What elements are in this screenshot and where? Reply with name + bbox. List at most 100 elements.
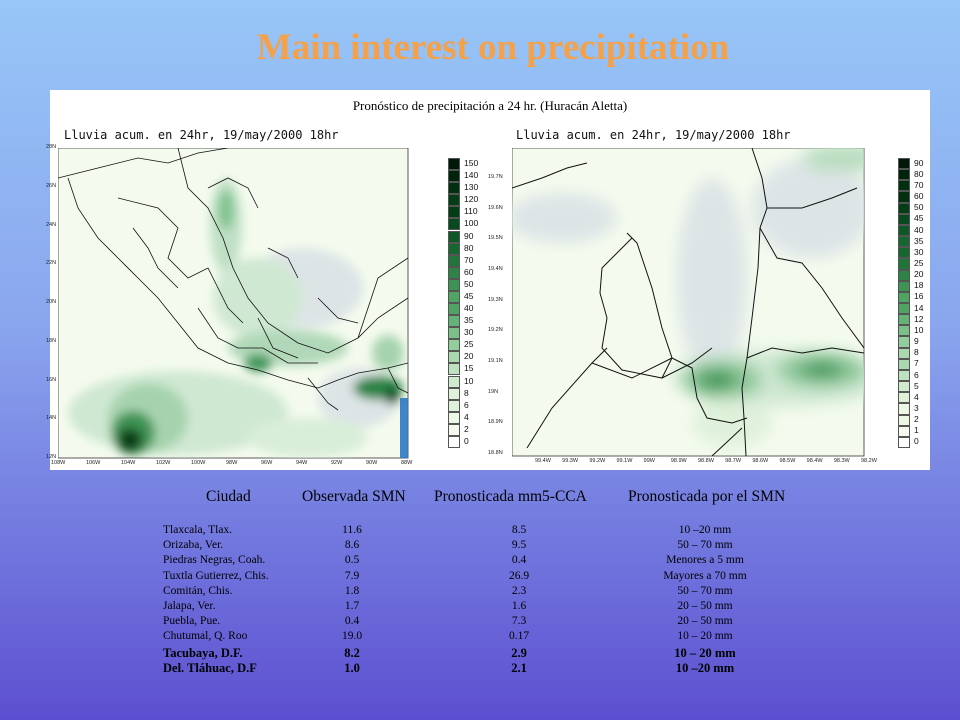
colorbar-segment (448, 387, 460, 400)
table-cell-observed: 0.5 (344, 554, 360, 567)
colorbar-label: 20 (914, 269, 924, 280)
right-colorbar (898, 158, 910, 448)
colorbar-segment (448, 399, 460, 412)
colorbar-segment (448, 339, 460, 352)
table-cell-mm5: 9.5 (511, 539, 527, 552)
table-cell-mm5: 0.4 (511, 554, 527, 567)
colorbar-label: 90 (914, 157, 924, 168)
table-cell-city: Chutumal, Q. Roo (163, 630, 248, 643)
colorbar-label: 0 (914, 436, 919, 447)
table-cell-observed: 0.4 (344, 615, 360, 628)
table-cell-smn: Menores a 5 mm (666, 554, 744, 567)
colorbar-label: 16 (914, 291, 924, 302)
colorbar-segment (898, 236, 910, 248)
colorbar-segment (448, 230, 460, 243)
colorbar-label: 6 (914, 369, 919, 380)
lat-tick-label: 18N (46, 337, 57, 344)
colorbar-segment (448, 351, 460, 364)
lat-tick-label: 18.8N (488, 450, 503, 456)
lat-tick-label: 22N (46, 260, 57, 267)
colorbar-label: 120 (464, 194, 479, 205)
lon-tick-label: 99W (643, 458, 655, 464)
lat-tick-label: 24N (46, 221, 57, 228)
lat-tick-label: 26N (46, 182, 57, 189)
colorbar-segment (898, 314, 910, 326)
table-cell-smn: 10 –20 mm (675, 660, 735, 675)
colorbar-segment (448, 206, 460, 219)
colorbar-label: 70 (914, 179, 924, 190)
colorbar-label: 25 (914, 257, 924, 268)
table-cell-smn: 50 – 70 mm (677, 584, 733, 597)
colorbar-label: 40 (914, 224, 924, 235)
colorbar-label: 35 (464, 315, 474, 326)
table-cell-observed: 11.6 (342, 524, 362, 536)
lon-tick-label: 98.8W (698, 458, 714, 464)
lon-tick-label: 92W (331, 460, 343, 466)
colorbar-segment (898, 180, 910, 192)
colorbar-segment (898, 358, 910, 370)
colorbar-label: 8 (464, 387, 469, 398)
table-cell-observed: 1.7 (344, 600, 360, 612)
colorbar-segment (448, 266, 460, 279)
table-cell-smn: 50 – 70 mm (677, 539, 733, 552)
colorbar-label: 80 (464, 242, 474, 253)
colorbar-segment (898, 414, 910, 426)
lat-tick-label: 14N (46, 415, 57, 422)
colorbar-label: 140 (464, 170, 479, 181)
lon-tick-label: 98.2W (861, 458, 877, 464)
table-cell-mm5: 26.9 (508, 569, 530, 582)
colorbar-segment (898, 392, 910, 404)
lon-tick-label: 94W (296, 460, 308, 466)
lat-tick-label: 28N (46, 144, 57, 150)
colorbar-label: 150 (464, 158, 479, 169)
lon-tick-label: 104W (121, 460, 136, 466)
table-cell-mm5: 0.17 (508, 630, 530, 643)
colorbar-label: 4 (464, 411, 469, 422)
lon-tick-label: 99.3W (562, 458, 579, 464)
colorbar-segment (448, 170, 460, 183)
lat-tick-label: 19.7N (488, 174, 503, 180)
colorbar-label: 45 (914, 213, 924, 224)
lat-tick-label: 18.9N (488, 419, 503, 426)
colorbar-label: 0 (464, 435, 469, 446)
lat-tick-label: 19.4N (488, 266, 503, 272)
left-map-title: Lluvia acum. en 24hr, 19/may/2000 18hr (64, 128, 339, 142)
colorbar-segment (898, 436, 910, 448)
colorbar-segment (448, 327, 460, 340)
colorbar-label: 1 (914, 425, 919, 436)
header-city: Ciudad (206, 488, 251, 505)
lon-tick-label: 100W (191, 460, 206, 466)
header-mm5: Pronosticada mm5-CCA (434, 488, 587, 505)
slide-title: Main interest on precipitation (256, 27, 730, 68)
colorbar-segment (898, 258, 910, 270)
colorbar-label: 10 (464, 375, 474, 386)
colorbar-segment (448, 423, 460, 436)
table-cell-city: Comitán, Chis. (163, 584, 233, 597)
table-cell-city: Tuxtla Gutierrez, Chis. (163, 569, 269, 582)
colorbar-label: 45 (464, 290, 474, 301)
lat-tick-label: 19.3N (488, 296, 503, 303)
lon-tick-label: 98.5W (779, 458, 796, 464)
lon-tick-label: 99.2W (589, 458, 606, 464)
lon-tick-label: 98.3W (833, 458, 850, 464)
lat-tick-label: 19.2N (488, 327, 503, 334)
colorbar-label: 14 (914, 302, 924, 313)
lon-tick-label: 98.7W (725, 458, 742, 464)
lon-tick-label: 98.4W (806, 458, 823, 464)
colorbar-label: 40 (464, 303, 474, 314)
colorbar-label: 60 (914, 191, 924, 202)
colorbar-label: 4 (914, 391, 919, 402)
table-cell-smn: 10 –20 mm (678, 524, 732, 536)
header-smn: Pronosticada por el SMN (628, 488, 786, 505)
table-cell-city: Piedras Negras, Coah. (163, 554, 266, 567)
table-cell-city: Tacubaya, D.F. (163, 645, 243, 660)
lat-tick-label: 19.6N (488, 204, 503, 211)
colorbar-label: 60 (464, 266, 474, 277)
lat-tick-label: 16N (46, 376, 57, 383)
lat-tick-label: 19.1N (488, 358, 503, 364)
colorbar-label: 30 (914, 246, 924, 257)
colorbar-segment (898, 247, 910, 259)
colorbar-label: 8 (914, 347, 919, 358)
colorbar-label: 30 (464, 327, 474, 338)
colorbar-label: 100 (464, 218, 479, 229)
